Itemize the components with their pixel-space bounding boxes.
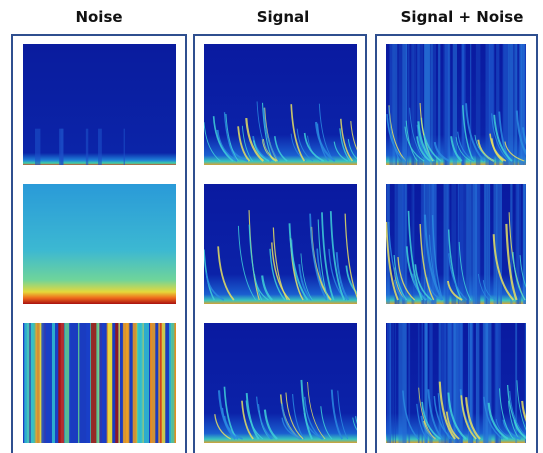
column-title: Signal <box>257 8 310 26</box>
stripe <box>443 44 446 165</box>
stripe <box>438 44 440 165</box>
stripe <box>59 129 63 165</box>
stripe <box>392 323 393 443</box>
spectrogram <box>23 323 179 443</box>
column-title: Signal + Noise <box>401 8 524 26</box>
stripe <box>476 323 478 443</box>
stripe <box>418 323 420 443</box>
stripe <box>58 323 60 443</box>
stripe <box>64 323 69 443</box>
spectrogram <box>386 44 541 165</box>
stripe <box>162 323 166 443</box>
stripe <box>52 323 55 443</box>
chirp <box>356 416 370 439</box>
stripe <box>460 184 464 304</box>
stripe <box>115 323 118 443</box>
stripe <box>175 323 179 443</box>
spectrogram <box>204 323 369 443</box>
stripe <box>408 44 410 165</box>
stripe <box>457 323 462 443</box>
stripe <box>422 184 424 304</box>
stripe <box>118 323 119 443</box>
stripe <box>500 184 502 304</box>
stripe <box>108 323 112 443</box>
stripe <box>525 323 526 443</box>
spectrograms <box>23 44 541 443</box>
spectrogram <box>204 184 365 304</box>
stripe <box>47 323 52 443</box>
stripe <box>405 184 407 304</box>
stripe <box>86 129 88 165</box>
stripe <box>91 323 96 443</box>
stripe <box>98 129 102 165</box>
stripe <box>472 184 477 304</box>
spectrogram <box>23 184 176 304</box>
stripe <box>462 44 464 165</box>
stripe <box>470 44 471 165</box>
stripe <box>412 44 416 165</box>
stripe <box>486 184 487 304</box>
stripe <box>133 323 137 443</box>
stripe <box>124 323 129 443</box>
stripe <box>413 184 414 304</box>
stripe <box>483 323 488 443</box>
stripe <box>497 184 498 304</box>
stripe <box>514 44 517 165</box>
stripe <box>429 323 432 443</box>
spectrogram <box>204 44 365 165</box>
stripe <box>448 44 450 165</box>
stripe <box>35 129 40 165</box>
stripe <box>508 44 513 165</box>
stripe <box>99 323 105 443</box>
spectrogram <box>23 44 176 165</box>
stripe <box>485 44 489 165</box>
stripe <box>412 184 413 304</box>
stripe <box>489 184 490 304</box>
stripe <box>87 323 90 443</box>
stripe <box>24 323 29 443</box>
stripe <box>403 323 407 443</box>
stripe <box>138 323 143 443</box>
stripe <box>124 129 125 165</box>
stripe <box>36 323 37 443</box>
stripe <box>445 184 446 304</box>
stripe <box>402 44 407 165</box>
spectrogram <box>386 184 534 304</box>
stripe <box>70 323 71 443</box>
stripe <box>389 44 392 165</box>
stripe <box>463 184 469 304</box>
bg <box>23 184 176 304</box>
stripe <box>31 323 34 443</box>
figure: Noise Signal Signal + Noise <box>0 0 543 453</box>
spectrogram <box>386 323 541 443</box>
stripe <box>395 323 396 443</box>
stripe <box>78 323 79 443</box>
bg <box>204 44 357 165</box>
stripe <box>523 184 527 304</box>
stripe <box>41 323 46 443</box>
stripe <box>387 323 391 443</box>
stripe <box>399 44 403 165</box>
stripe <box>398 323 402 443</box>
stripe <box>150 323 155 443</box>
stripe <box>143 323 149 443</box>
column-title: Noise <box>75 8 122 26</box>
